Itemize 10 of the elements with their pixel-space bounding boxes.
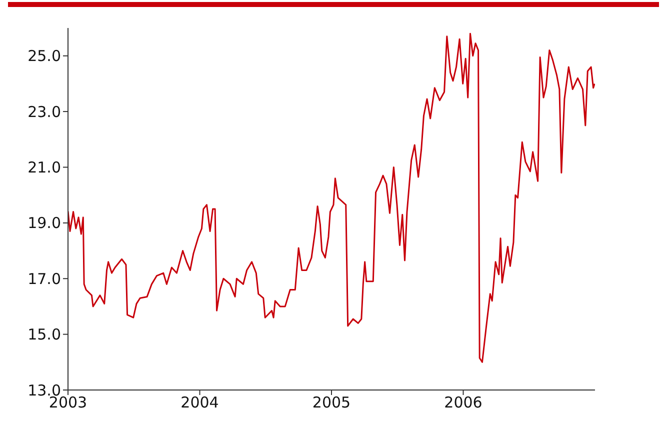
x-tick-label: 2005: [312, 394, 351, 412]
y-tick-label: 23.0: [28, 102, 61, 121]
line-series: [68, 32, 595, 363]
y-tick-label: 25.0: [28, 47, 61, 66]
x-tick-label: 2004: [180, 394, 219, 412]
y-tick-label: 15.0: [28, 326, 61, 344]
x-tick-label: 2006: [444, 394, 482, 412]
y-tick-label: 19.0: [28, 214, 61, 232]
y-tick-label: 17.0: [28, 270, 61, 288]
y-tick-label: 21.0: [28, 158, 61, 177]
